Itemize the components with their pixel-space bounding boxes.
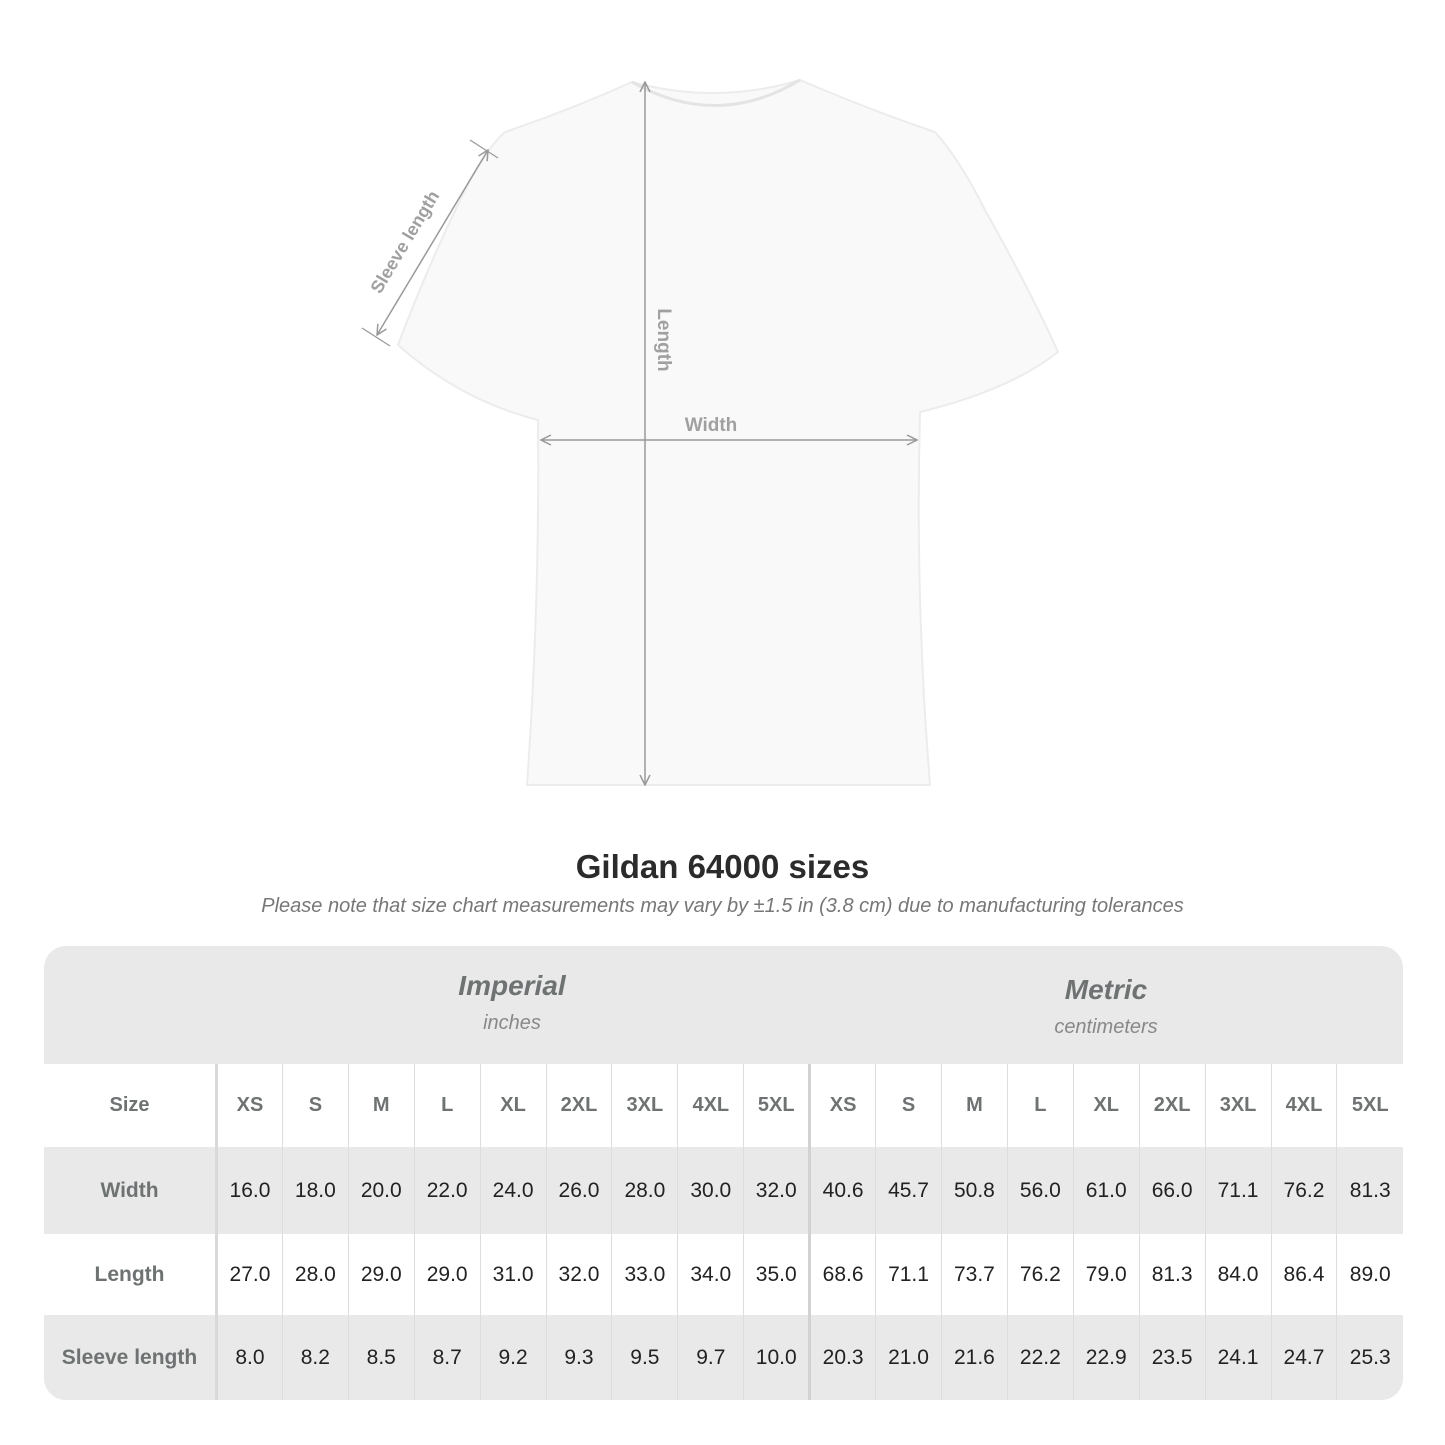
imperial-cell: 8.0 (216, 1315, 283, 1400)
imperial-cell: 9.3 (545, 1315, 612, 1400)
imperial-cell: 32.0 (743, 1147, 810, 1234)
metric-cell: 71.1 (875, 1234, 942, 1315)
metric-cell: 24.7 (1270, 1315, 1337, 1400)
imperial-cell: 29.0 (347, 1234, 415, 1315)
size-header-cell: M (347, 1064, 415, 1147)
length-label: Length (653, 308, 674, 371)
sleeve-arrow (377, 150, 488, 335)
metric-cell: 84.0 (1204, 1234, 1271, 1315)
imperial-cell: 26.0 (545, 1147, 612, 1234)
size-header-cell: 3XL (1204, 1064, 1271, 1147)
size-header-row: Size XS S M L XL 2XL 3XL 4XL 5XL XS S M L XL 2XL 3XL 4XL 5… (44, 1064, 1403, 1147)
metric-cell: 22.9 (1072, 1315, 1140, 1400)
imperial-cell: 16.0 (216, 1147, 283, 1234)
metric-cell: 21.6 (940, 1315, 1008, 1400)
imperial-cell: 9.5 (611, 1315, 678, 1400)
imperial-cell: 8.5 (347, 1315, 415, 1400)
metric-cell: 81.3 (1138, 1234, 1206, 1315)
size-table: Size XS S M L XL 2XL 3XL 4XL 5XL XS S M L XL 2XL 3XL 4XL 5… (44, 1064, 1403, 1400)
imperial-cell: 20.0 (347, 1147, 415, 1234)
sleeve-tick-top (469, 139, 499, 159)
size-header-cell: L (413, 1064, 481, 1147)
imperial-cell: 35.0 (743, 1234, 810, 1315)
imperial-cell: 24.0 (479, 1147, 547, 1234)
metric-title: Metric (1064, 974, 1148, 1005)
imperial-cell: 27.0 (216, 1234, 283, 1315)
imperial-title: Imperial (458, 970, 566, 1001)
size-header-cell: 5XL (1336, 1064, 1403, 1147)
table-row: Length 27.0 28.0 29.0 29.0 31.0 32.0 33.0 34.0 35… (44, 1234, 1403, 1315)
size-header-cell: 3XL (611, 1064, 678, 1147)
row-label: Length (44, 1234, 218, 1315)
size-header-cell: 2XL (1138, 1064, 1206, 1147)
size-table-body: Size XS S M L XL 2XL 3XL 4XL 5XL XS S M L XL 2XL 3XL 4XL 5… (44, 1064, 1403, 1400)
width-label: Width (685, 415, 738, 436)
size-table-panel: Imperial inches Metric centimeters Size X… (44, 946, 1403, 1400)
row-label: Sleeve length (44, 1315, 218, 1400)
metric-cell: 50.8 (940, 1147, 1008, 1234)
metric-cell: 21.0 (875, 1315, 942, 1400)
tolerance-note: Please note that size chart measurements… (261, 895, 1184, 917)
imperial-cell: 28.0 (281, 1234, 349, 1315)
imperial-cell: 9.2 (479, 1315, 547, 1400)
imperial-unit: inches (483, 1012, 541, 1034)
collar (631, 78, 801, 107)
size-header-cell: L (1006, 1064, 1074, 1147)
metric-cell: 45.7 (875, 1147, 942, 1234)
table-row: Width 16.0 18.0 20.0 22.0 24.0 26.0 28.0 30.0 32.… (44, 1147, 1403, 1234)
size-header-cell: 4XL (1270, 1064, 1337, 1147)
imperial-header: Imperial inches (215, 970, 809, 1088)
size-header-cell: XL (479, 1064, 547, 1147)
metric-cell: 25.3 (1336, 1315, 1403, 1400)
metric-cell: 66.0 (1138, 1147, 1206, 1234)
imperial-cell: 8.7 (413, 1315, 481, 1400)
size-header-cell: 4XL (677, 1064, 744, 1147)
metric-cell: 76.2 (1270, 1147, 1337, 1234)
metric-unit: centimeters (1054, 1016, 1158, 1038)
size-header-cell: M (940, 1064, 1008, 1147)
metric-cell: 71.1 (1204, 1147, 1271, 1234)
metric-cell: 40.6 (808, 1147, 876, 1234)
imperial-cell: 8.2 (281, 1315, 349, 1400)
imperial-cell: 18.0 (281, 1147, 349, 1234)
metric-cell: 76.2 (1006, 1234, 1074, 1315)
metric-cell: 68.6 (808, 1234, 876, 1315)
metric-header: Metric centimeters (809, 974, 1403, 1092)
table-row: Sleeve length 8.0 8.2 8.5 8.7 9.2 9.3 9.5 9.7 10.… (44, 1315, 1403, 1400)
row-label: Width (44, 1147, 218, 1234)
imperial-cell: 22.0 (413, 1147, 481, 1234)
imperial-cell: 9.7 (677, 1315, 744, 1400)
metric-cell: 23.5 (1138, 1315, 1206, 1400)
size-header-cell: XS (808, 1064, 876, 1147)
imperial-cell: 31.0 (479, 1234, 547, 1315)
page-title: Gildan 64000 sizes (575, 848, 870, 885)
metric-cell: 22.2 (1006, 1315, 1074, 1400)
imperial-cell: 34.0 (677, 1234, 744, 1315)
size-header-cell: 5XL (743, 1064, 810, 1147)
metric-cell: 61.0 (1072, 1147, 1140, 1234)
metric-cell: 56.0 (1006, 1147, 1074, 1234)
metric-cell: 79.0 (1072, 1234, 1140, 1315)
size-header-cell: XL (1072, 1064, 1140, 1147)
size-header-cell: S (875, 1064, 942, 1147)
metric-cell: 73.7 (940, 1234, 1008, 1315)
size-header-cell: 2XL (545, 1064, 612, 1147)
imperial-cell: 30.0 (677, 1147, 744, 1234)
imperial-cell: 32.0 (545, 1234, 612, 1315)
tshirt-diagram: Sleeve length Length Width (361, 78, 1060, 786)
imperial-cell: 28.0 (611, 1147, 678, 1234)
sleeve-tick-bottom (361, 327, 391, 347)
imperial-cell: 33.0 (611, 1234, 678, 1315)
metric-cell: 20.3 (808, 1315, 876, 1400)
metric-cell: 89.0 (1336, 1234, 1403, 1315)
size-header-label: Size (44, 1064, 218, 1147)
metric-cell: 24.1 (1204, 1315, 1271, 1400)
metric-cell: 81.3 (1336, 1147, 1403, 1234)
size-header-cell: S (281, 1064, 349, 1147)
imperial-cell: 10.0 (743, 1315, 810, 1400)
imperial-cell: 29.0 (413, 1234, 481, 1315)
metric-cell: 86.4 (1270, 1234, 1337, 1315)
size-header-cell: XS (216, 1064, 283, 1147)
